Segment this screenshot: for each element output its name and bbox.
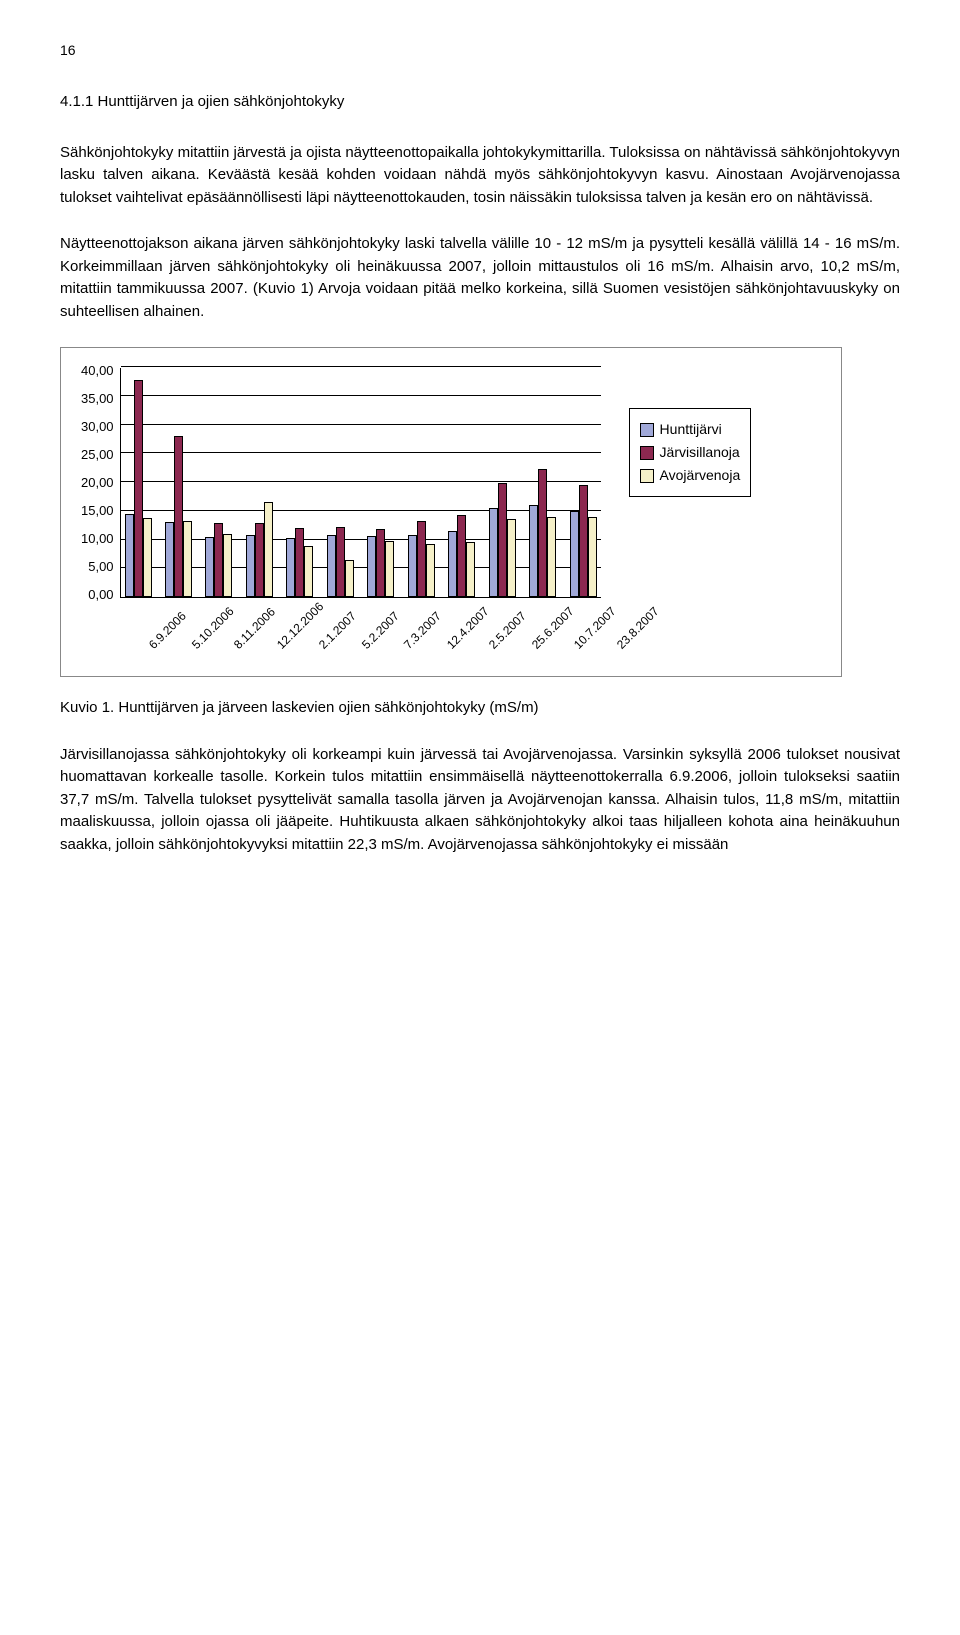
bar: [417, 521, 426, 597]
plot-area: [121, 368, 601, 598]
bar-group: [408, 521, 435, 597]
bar: [408, 535, 417, 597]
legend-item: Avojärvenoja: [640, 465, 741, 486]
bar: [264, 502, 273, 597]
bar: [457, 515, 466, 597]
bar: [376, 529, 385, 597]
y-tick-label: 35,00: [81, 396, 114, 403]
legend-label: Avojärvenoja: [660, 465, 741, 486]
legend-item: Hunttijärvi: [640, 419, 741, 440]
bar: [570, 511, 579, 597]
legend-label: Järvisillanoja: [660, 442, 740, 463]
bar-group: [448, 515, 475, 597]
y-tick-label: 15,00: [81, 508, 114, 515]
bar: [134, 380, 143, 597]
bar-group: [570, 485, 597, 597]
bar: [385, 541, 394, 597]
bar-group: [327, 527, 354, 597]
grid-line: [121, 366, 601, 367]
legend: HunttijärviJärvisillanojaAvojärvenoja: [629, 408, 752, 497]
bar: [246, 535, 255, 597]
figure-1-chart: 40,00 35,00 30,00 25,00 20,00 15,00 10,00 5,00 0…: [60, 347, 842, 677]
y-tick-label: 20,00: [81, 480, 114, 487]
bar: [345, 560, 354, 597]
paragraph-3: Järvisillanojassa sähkönjohtokyky oli ko…: [60, 744, 900, 857]
y-tick-label: 0,00: [88, 592, 113, 599]
y-tick-label: 10,00: [81, 536, 114, 543]
bar-group: [205, 523, 232, 597]
bar: [143, 518, 152, 597]
figure-caption: Kuvio 1. Hunttijärven ja järveen laskevi…: [60, 697, 900, 720]
grid-line: [121, 452, 601, 453]
bar-group: [529, 469, 556, 597]
bar: [125, 514, 134, 597]
bar-group: [367, 529, 394, 597]
bar: [286, 538, 295, 597]
bar: [448, 531, 457, 597]
bar-group: [165, 436, 192, 597]
legend-swatch: [640, 446, 654, 460]
bar: [579, 485, 588, 597]
paragraph-2: Näytteenottojakson aikana järven sähkönj…: [60, 233, 900, 323]
grid-line: [121, 395, 601, 396]
bar: [507, 519, 516, 597]
bar: [466, 542, 475, 597]
y-tick-label: 40,00: [81, 368, 114, 375]
bar: [205, 537, 214, 597]
bar: [367, 536, 376, 597]
bar: [295, 528, 304, 597]
grid-line: [121, 424, 601, 425]
section-heading: 4.1.1 Hunttijärven ja ojien sähkönjohtok…: [60, 91, 900, 114]
bar: [165, 522, 174, 597]
bar: [223, 534, 232, 597]
page-number: 16: [60, 40, 900, 61]
legend-item: Järvisillanoja: [640, 442, 741, 463]
bar: [183, 521, 192, 597]
bar: [327, 535, 336, 597]
y-axis: 40,00 35,00 30,00 25,00 20,00 15,00 10,00 5,00 0…: [81, 368, 121, 598]
bar: [174, 436, 183, 597]
bar: [498, 483, 507, 597]
bar-group: [286, 528, 313, 597]
paragraph-1: Sähkönjohtokyky mitattiin järvestä ja oj…: [60, 142, 900, 210]
bar: [255, 523, 264, 597]
legend-swatch: [640, 469, 654, 483]
bar: [529, 505, 538, 597]
x-axis: 6.9.20065.10.20068.11.200612.12.20062.1.…: [129, 598, 609, 666]
bar: [538, 469, 547, 597]
legend-swatch: [640, 423, 654, 437]
y-tick-label: 30,00: [81, 424, 114, 431]
bar: [304, 546, 313, 597]
y-tick-label: 5,00: [88, 564, 113, 571]
legend-label: Hunttijärvi: [660, 419, 722, 440]
bar: [588, 517, 597, 598]
bar-group: [489, 483, 516, 597]
bar: [336, 527, 345, 597]
bar: [489, 508, 498, 597]
bar-group: [246, 502, 273, 597]
bar: [426, 544, 435, 597]
bar: [547, 517, 556, 598]
y-tick-label: 25,00: [81, 452, 114, 459]
bar: [214, 523, 223, 597]
bar-group: [125, 380, 152, 597]
